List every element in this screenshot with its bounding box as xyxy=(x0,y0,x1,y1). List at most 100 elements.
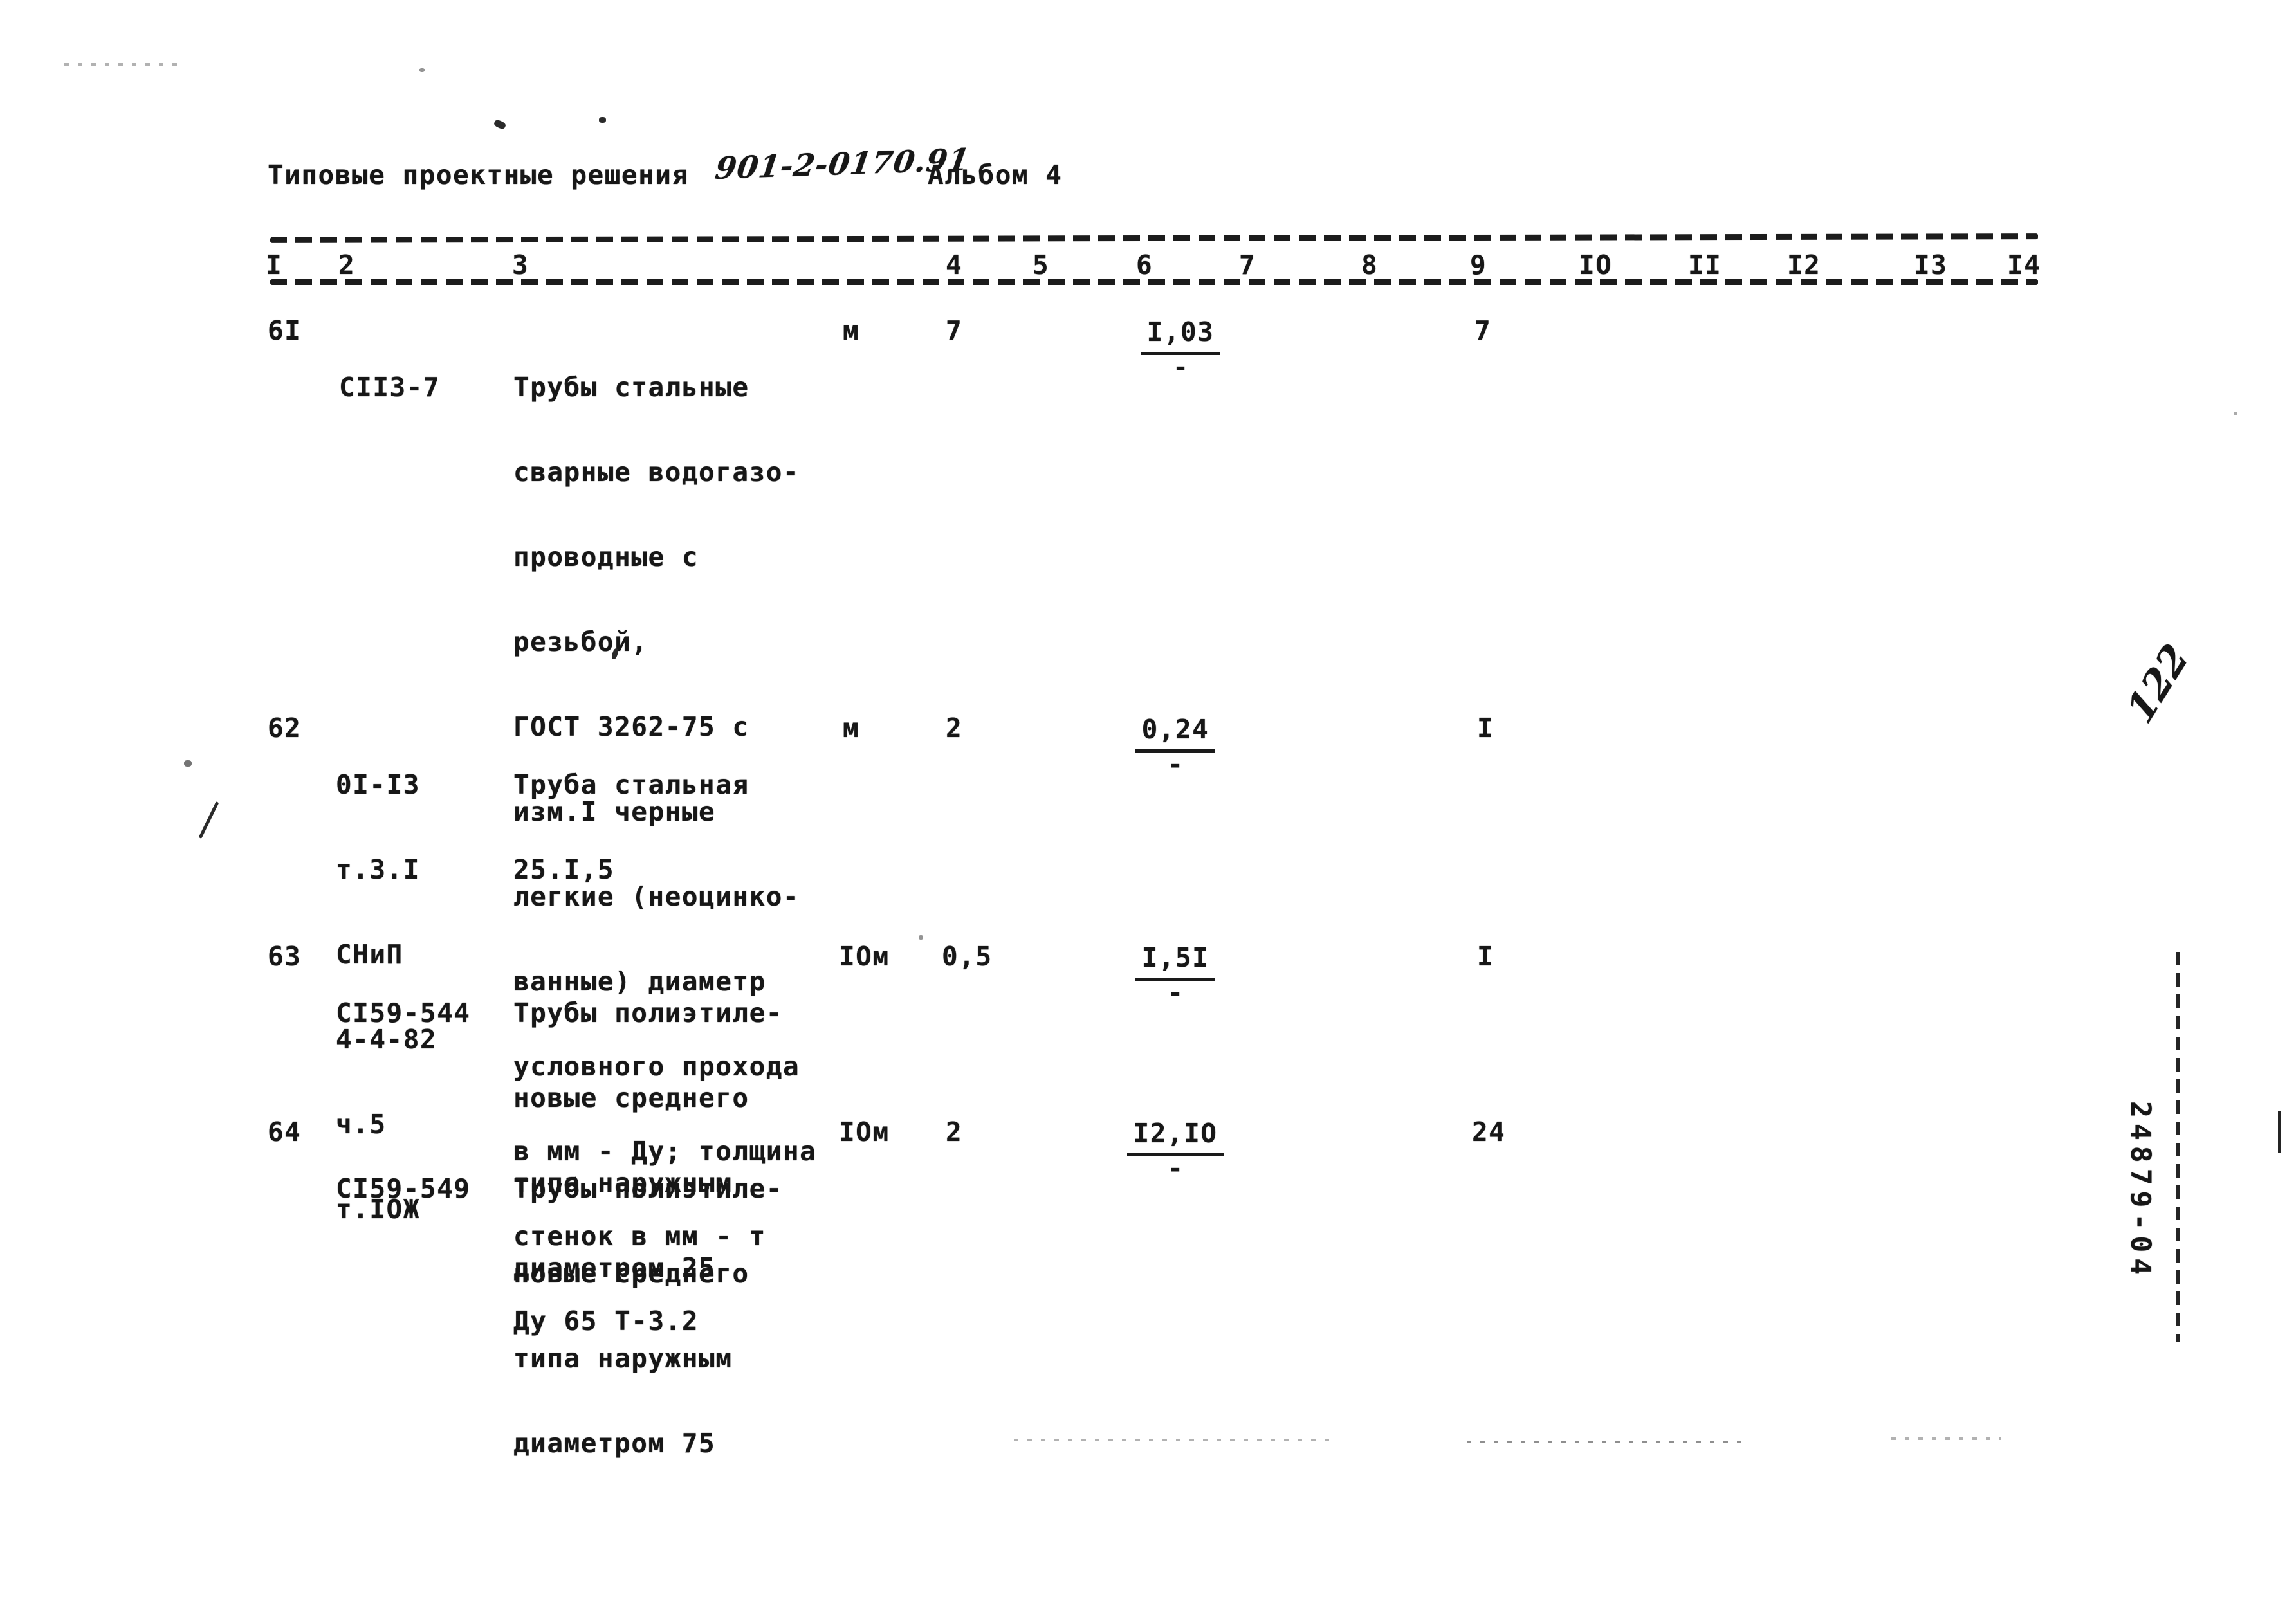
handwritten-page-number: 122 xyxy=(2118,635,2198,732)
scan-noise-dots xyxy=(1467,1441,1743,1443)
ink-speck xyxy=(599,117,606,123)
column-number-9: 9 xyxy=(1470,250,1487,280)
scan-noise-dots xyxy=(1891,1437,2001,1440)
row-description-line: новые среднего xyxy=(513,1258,749,1289)
row-description-line: типа наружным xyxy=(513,1343,733,1374)
row-description-line: Трубы полиэтиле- xyxy=(513,1173,783,1204)
row-description-line: стенок в мм - т xyxy=(513,1221,766,1252)
value-numerator: 0,24 xyxy=(1135,714,1216,753)
row-description-line: резьбой, xyxy=(513,626,648,657)
value-numerator: I,03 xyxy=(1140,316,1221,355)
col9-cell: I xyxy=(1477,941,1494,972)
qty-cell: 2 xyxy=(946,713,963,744)
row-code: СI59-549 xyxy=(336,1118,470,1259)
row-code-line: 4-4-82 xyxy=(336,1024,437,1055)
column-number-8: 8 xyxy=(1361,250,1379,280)
value-denominator: - xyxy=(1167,1154,1184,1183)
column-number-10: IO xyxy=(1579,250,1613,280)
row-description: Труба стальная 25.I,5 xyxy=(513,714,749,940)
row-description-line: в мм - Ду; толщина xyxy=(513,1136,817,1167)
ink-speck xyxy=(493,118,507,131)
row-number: 63 xyxy=(268,941,302,972)
row-code-line: СI59-549 xyxy=(336,1173,471,1204)
ink-speck xyxy=(419,68,425,72)
row-description-line: сварные водогазо- xyxy=(513,457,800,488)
row-description-line: условного прохода xyxy=(513,1051,800,1082)
row-code-line: ч.5 xyxy=(336,1109,387,1140)
row-number: 62 xyxy=(268,713,302,744)
row-description-line: Трубы полиэтиле- xyxy=(513,998,783,1028)
value-fraction: 0,24 - xyxy=(1121,714,1230,780)
row-description-line: типа наружным xyxy=(513,1167,733,1198)
row-description-line: проводные с xyxy=(513,542,699,572)
column-number-1: I xyxy=(266,250,283,280)
row-code: СI59-544 xyxy=(336,942,470,1084)
column-number-12: I2 xyxy=(1787,250,1821,280)
row-code-line: т.IОЖ xyxy=(336,1194,420,1225)
row-description: Трубы полиэтиле- новые среднего типа нар… xyxy=(513,942,783,1338)
row-code-line: СНиП xyxy=(336,939,403,970)
row-description-line: диаметром 75 xyxy=(513,1428,716,1459)
unit-cell: IОм xyxy=(839,1117,890,1147)
column-number-5: 5 xyxy=(1033,250,1050,280)
row-description-line: Трубы стальные xyxy=(513,372,749,403)
value-fraction: I,03 - xyxy=(1126,316,1235,382)
ink-stroke xyxy=(198,801,219,839)
row-description-line: изм.I черные xyxy=(513,796,716,827)
col9-cell: 7 xyxy=(1474,315,1492,346)
table-rule-under-header xyxy=(270,279,2038,285)
table-rule-top xyxy=(270,233,2039,243)
value-denominator: - xyxy=(1167,750,1184,780)
document-title: Типовые проектные решения xyxy=(268,160,689,190)
row-description: Трубы полиэтиле- новые среднего типа нар… xyxy=(513,1118,783,1514)
row-code-line: СI59-544 xyxy=(336,998,471,1028)
row-code: СII3-7 xyxy=(339,316,440,458)
value-fraction: I,5I - xyxy=(1121,942,1230,1008)
column-number-7: 7 xyxy=(1239,250,1256,280)
row-description-line: ванные) диаметр xyxy=(513,966,766,997)
row-code-line: СII3-7 xyxy=(339,372,441,403)
column-number-2: 2 xyxy=(338,250,356,280)
row-description-line: ГОСТ 3262-75 с xyxy=(513,711,749,742)
row-description-line: Труба стальная xyxy=(513,769,749,800)
row-code-line: 0I-I3 xyxy=(336,769,420,800)
unit-cell: м xyxy=(843,713,860,744)
row-description-line: новые среднего xyxy=(513,1082,749,1113)
row-description-line: Ду 65 Т-3.2 xyxy=(513,1306,699,1337)
value-numerator: I2,IO xyxy=(1126,1118,1224,1156)
unit-cell: м xyxy=(843,315,860,346)
row-description-line: диаметром 25 xyxy=(513,1252,716,1283)
col9-cell: I xyxy=(1477,713,1494,744)
ink-speck xyxy=(919,935,923,940)
column-number-11: II xyxy=(1688,250,1722,280)
margin-dashed-line xyxy=(2176,952,2180,1342)
row-number: 6I xyxy=(268,315,302,346)
scan-noise-dots xyxy=(64,63,183,66)
album-label: Альбом 4 xyxy=(928,160,1063,190)
ink-speck xyxy=(184,760,192,767)
ink-speck xyxy=(2234,412,2237,415)
value-denominator: - xyxy=(1167,978,1184,1008)
column-number-14: I4 xyxy=(2007,250,2041,280)
value-fraction: I2,IO - xyxy=(1121,1118,1230,1183)
row-code: 0I-I3 т.3.I СНиП 4-4-82 ч.5 т.IОЖ xyxy=(336,714,437,1280)
value-denominator: - xyxy=(1172,352,1189,382)
row-description: Трубы стальные сварные водогазо- проводн… xyxy=(513,316,816,1392)
row-description-line: 25.I,5 xyxy=(513,854,615,885)
column-number-13: I3 xyxy=(1914,250,1948,280)
column-number-3: 3 xyxy=(512,250,529,280)
qty-cell: 2 xyxy=(946,1117,963,1147)
scan-noise-dots xyxy=(1014,1439,1336,1441)
value-numerator: I,5I xyxy=(1135,942,1216,981)
qty-cell: 7 xyxy=(946,315,963,346)
col9-cell: 24 xyxy=(1472,1117,1506,1147)
column-number-4: 4 xyxy=(946,250,963,280)
column-number-6: 6 xyxy=(1136,250,1153,280)
qty-cell: 0,5 xyxy=(942,941,993,972)
stamp-number-vertical: 24879-04 xyxy=(2124,1101,2156,1281)
margin-tick-line xyxy=(2278,1111,2281,1153)
row-number: 64 xyxy=(268,1117,302,1147)
row-description-line: легкие (неоцинко- xyxy=(513,881,800,912)
unit-cell: IОм xyxy=(839,941,890,972)
